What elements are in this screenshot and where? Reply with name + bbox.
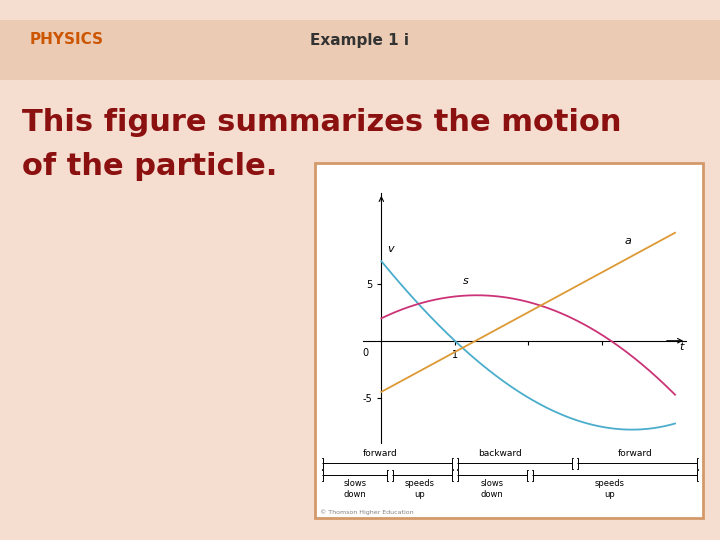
- Text: speeds
up: speeds up: [405, 480, 435, 499]
- Text: $v$: $v$: [387, 244, 396, 254]
- Text: 0: 0: [362, 348, 368, 357]
- Text: backward: backward: [478, 449, 522, 458]
- Text: of the particle.: of the particle.: [22, 152, 277, 181]
- Text: This figure summarizes the motion: This figure summarizes the motion: [22, 108, 621, 137]
- Text: Example 1 i: Example 1 i: [310, 32, 410, 48]
- Text: $a$: $a$: [624, 236, 631, 246]
- Text: PHYSICS: PHYSICS: [30, 32, 104, 48]
- Text: © Thomson Higher Education: © Thomson Higher Education: [320, 509, 413, 515]
- Text: forward: forward: [363, 449, 397, 458]
- Bar: [0, 20, 720, 80]
- Bar: [315, 163, 703, 518]
- Text: $s$: $s$: [462, 276, 469, 286]
- Text: slows
down: slows down: [480, 480, 503, 499]
- Text: speeds
up: speeds up: [595, 480, 625, 499]
- Text: $t$: $t$: [679, 340, 685, 352]
- Text: forward: forward: [618, 449, 652, 458]
- Text: slows
down: slows down: [343, 480, 366, 499]
